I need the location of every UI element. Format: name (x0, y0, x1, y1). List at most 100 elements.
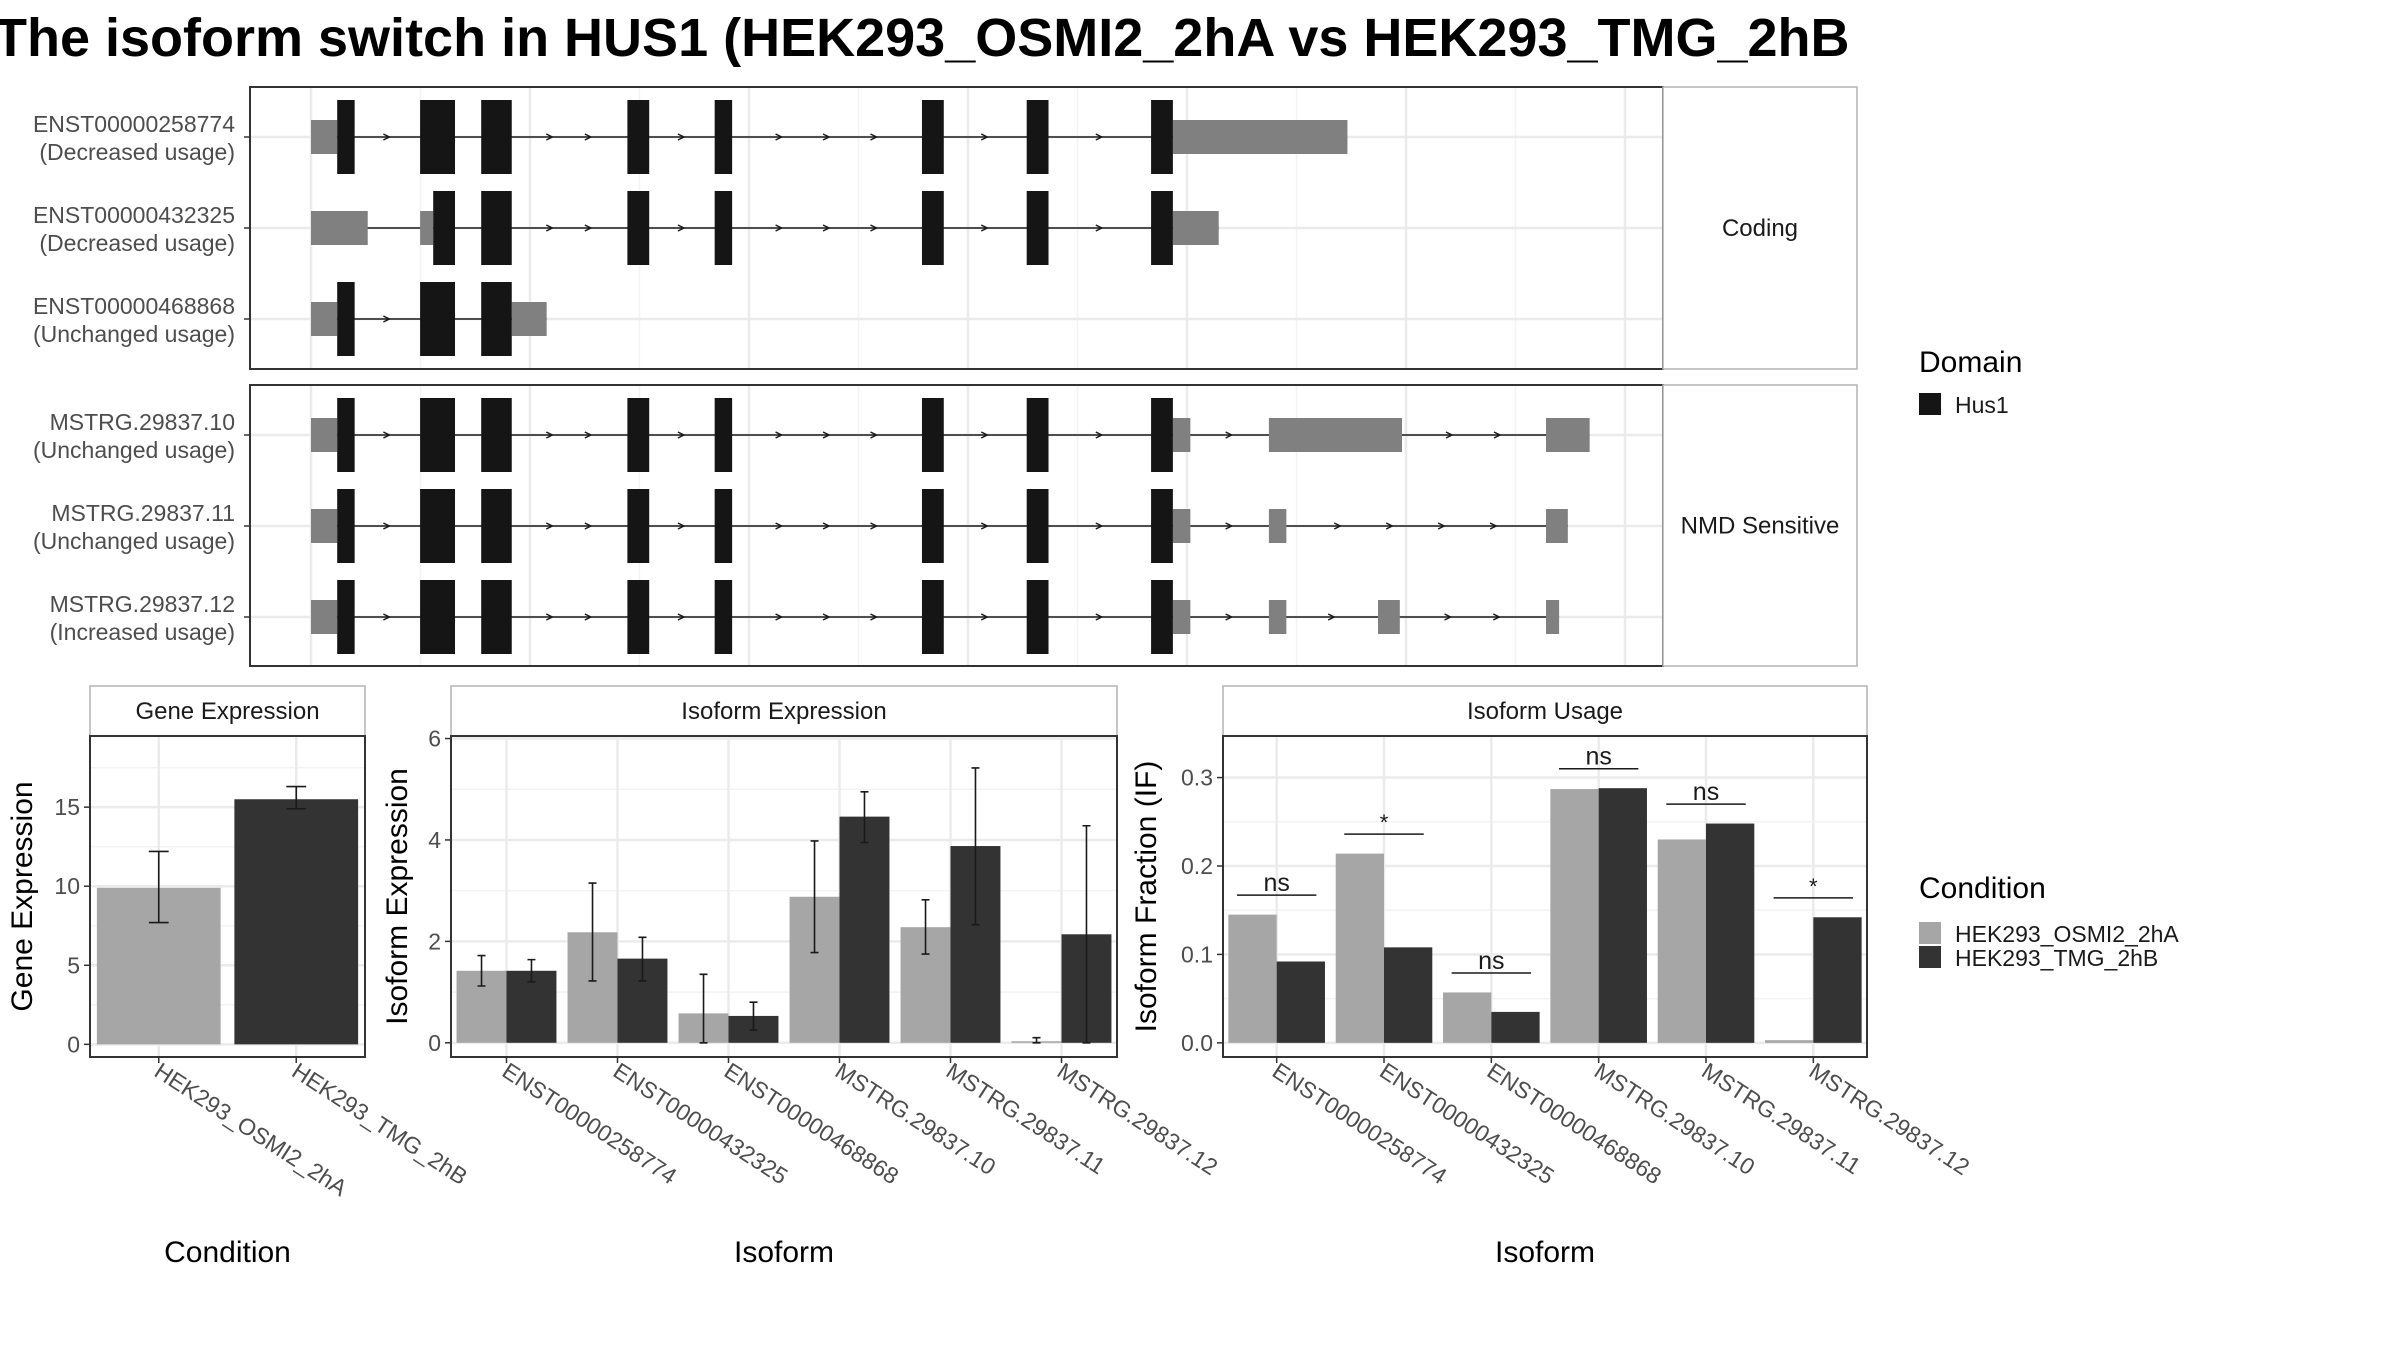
exon-block (337, 100, 355, 174)
exon-block (420, 282, 456, 356)
bar-enst00000258774-hek293-tmg-2hb (506, 970, 557, 1043)
intron-arrow (870, 431, 879, 439)
exon-block (1151, 398, 1173, 472)
bar-mstrg-29837-10-hek293-tmg-2hb (839, 816, 890, 1043)
exon-block (627, 398, 650, 472)
intron-arrow (1445, 431, 1454, 439)
exon-block (481, 580, 512, 654)
strip-isoform-expression (450, 685, 1118, 737)
y-axis-title: Gene Expression (6, 781, 39, 1011)
y-tick-label: 10 (54, 873, 80, 899)
exon-block (1026, 398, 1049, 472)
panel-title-isoform-usage: Isoform Usage (1467, 698, 1623, 725)
exon-block (921, 398, 944, 472)
exon-block (481, 191, 512, 265)
bar-enst00000468868-hek293-osmi2-2ha (1443, 992, 1492, 1043)
bar-mstrg-29837-12-hek293-osmi2-2ha (1765, 1040, 1814, 1043)
intron-arrow (545, 613, 554, 621)
y-tick-label: 15 (54, 794, 80, 820)
error-bar-enst00000468868 (699, 973, 708, 1044)
exon-block (337, 282, 355, 356)
intron-arrow (980, 522, 989, 530)
intron-arrow (1095, 613, 1104, 621)
intron-arrow (870, 133, 879, 141)
intron-arrow (383, 133, 392, 141)
intron-arrow (1492, 613, 1501, 621)
domain-legend-key-hus1 (1919, 393, 1941, 415)
significance-label: ns (1585, 743, 1611, 771)
plot-border (89, 735, 366, 1058)
error-bar-mstrg-29837-10 (860, 790, 869, 844)
bar-enst00000258774-hek293-tmg-2hb (1276, 961, 1325, 1043)
bar-enst00000468868-hek293-tmg-2hb (1491, 1011, 1540, 1043)
significance-label: ns (1693, 778, 1719, 806)
transcript-status-mstrg-29837-12: (Increased usage) (50, 619, 235, 645)
intron-arrow (584, 133, 593, 141)
structure-facet-label-nmd-sensitive: NMD Sensitive (1681, 513, 1840, 540)
error-bar-hek293-tmg-2hb (286, 785, 307, 810)
x-axis-title: Condition (164, 1236, 291, 1269)
intron-arrow (1095, 431, 1104, 439)
isoform-usage-panel: Isoform Usage 0.0 0.1 0.2 0.3 ns * ns ns ns * ENST0… (1130, 685, 1974, 1269)
bar-mstrg-29837-10-hek293-osmi2-2ha (1550, 789, 1599, 1043)
y-tick-label: 0.0 (1181, 1030, 1213, 1056)
error-bar-enst00000432325 (638, 936, 647, 982)
error-bar-enst00000258774 (477, 954, 486, 987)
intron-arrow (1225, 613, 1234, 621)
transcript-status-mstrg-29837-10: (Unchanged usage) (33, 437, 235, 463)
utr-block (1268, 509, 1287, 543)
y-tick-label: 0.1 (1181, 941, 1213, 967)
x-tick-label-enst00000432325: ENST00000432325 (1375, 1057, 1559, 1189)
y-tick-label: 2 (428, 928, 441, 954)
transcript-name-mstrg-29837-11: MSTRG.29837.11 (51, 500, 235, 526)
bar-mstrg-29837-10-hek293-tmg-2hb (1598, 788, 1647, 1043)
condition-legend-key-tmg (1919, 946, 1941, 968)
exon-block (1026, 489, 1049, 563)
x-axis-title: Isoform (1495, 1236, 1595, 1269)
exon-block (1151, 100, 1173, 174)
error-bar-mstrg-29837-11 (971, 767, 980, 926)
intron-arrow (677, 431, 686, 439)
utr-block (311, 600, 338, 634)
intron-arrow (1444, 613, 1453, 621)
y-axis-title: Isoform Expression (381, 768, 414, 1025)
intron-arrow (822, 133, 831, 141)
exon-block (627, 580, 650, 654)
exon-block (337, 489, 355, 563)
intron-arrow (677, 133, 686, 141)
exon-block (921, 191, 944, 265)
exon-block (1151, 580, 1173, 654)
condition-legend-title: Condition (1919, 872, 2046, 905)
utr-block (1377, 600, 1400, 634)
plot-border (450, 735, 1118, 1058)
transcript-name-mstrg-29837-10: MSTRG.29837.10 (50, 409, 235, 435)
significance-label: ns (1478, 947, 1504, 975)
y-tick-label: 0 (428, 1030, 441, 1056)
exon-block (481, 282, 512, 356)
utr-block (1546, 600, 1560, 634)
error-bar-hek293-osmi2-2ha (148, 850, 169, 924)
transcript-name-mstrg-29837-12: MSTRG.29837.12 (50, 591, 235, 617)
exon-block (433, 191, 456, 265)
utr-block (1268, 600, 1287, 634)
error-bar-mstrg-29837-11 (921, 898, 930, 955)
intron-arrow (1095, 133, 1104, 141)
error-bar-mstrg-29837-10 (810, 840, 819, 954)
y-tick-label: 0.3 (1181, 765, 1213, 791)
intron-arrow (545, 431, 554, 439)
utr-block (511, 302, 547, 336)
significance-label: ns (1263, 869, 1289, 897)
figure-title: The isoform switch in HUS1 (HEK293_OSMI2… (0, 8, 1850, 68)
condition-legend-label-osmi: HEK293_OSMI2_2hA (1955, 921, 2179, 947)
exon-block (481, 398, 512, 472)
significance-label: * (1809, 874, 1818, 899)
exon-block (714, 489, 733, 563)
utr-block (311, 120, 338, 154)
utr-block (1172, 418, 1191, 452)
intron-arrow (870, 613, 879, 621)
intron-arrow (383, 613, 392, 621)
y-tick-label: 5 (67, 952, 80, 978)
exon-block (921, 100, 944, 174)
intron-arrow (1095, 224, 1104, 232)
exon-block (714, 191, 733, 265)
